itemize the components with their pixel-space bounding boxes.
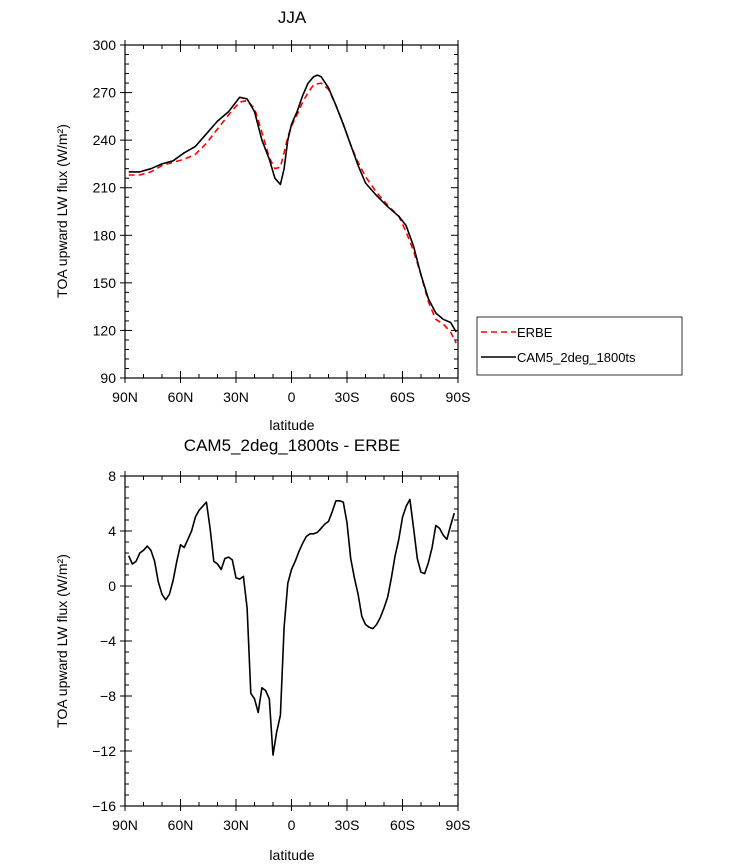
top-series-line-1 [128, 74, 457, 333]
bottom-ytick-label: 4 [108, 523, 116, 539]
legend-label-erbe: ERBE [517, 325, 553, 340]
bottom-xtick-label: 30N [223, 817, 249, 833]
bottom-ytick-label: 8 [108, 468, 116, 484]
bottom-plot-frame [124, 475, 459, 807]
top-series-lines [128, 74, 457, 344]
top-panel-title: JJA [278, 8, 307, 27]
top-xtick-label: 30S [335, 389, 360, 405]
top-x-axis-label: latitude [269, 417, 314, 433]
bottom-series-lines [127, 498, 456, 756]
top-plot-frame [124, 44, 459, 379]
legend-label-cam5: CAM5_2deg_1800ts [517, 350, 636, 365]
top-series-line-0 [128, 82, 457, 344]
bottom-series-line-0 [127, 498, 456, 756]
legend: ERBE CAM5_2deg_1800ts [476, 316, 683, 376]
top-y-axis-label: TOA upward LW flux (W/m²) [54, 124, 70, 298]
top-ytick-label: 210 [93, 180, 117, 196]
bottom-y-axis-label: TOA upward LW flux (W/m²) [54, 554, 70, 728]
top-ytick-label: 120 [93, 322, 117, 338]
bottom-x-axis-label: latitude [269, 847, 314, 863]
top-ytick-label: 150 [93, 275, 117, 291]
bottom-ytick-label: −16 [92, 798, 116, 814]
legend-box [476, 316, 683, 376]
bottom-xtick-label: 60S [390, 817, 415, 833]
top-xtick-label: 90S [446, 389, 471, 405]
bottom-ticks [120, 471, 459, 811]
bottom-xtick-label: 90N [112, 817, 138, 833]
top-xtick-label: 90N [112, 389, 138, 405]
top-ticks [120, 40, 459, 383]
bottom-xtick-label: 30S [335, 817, 360, 833]
top-ytick-label: 90 [100, 370, 116, 386]
bottom-ytick-label: −12 [92, 743, 116, 759]
bottom-ytick-label: −8 [100, 688, 116, 704]
top-ytick-label: 240 [93, 132, 117, 148]
bottom-tick-labels: −16 −12 −8 −4 0 4 8 90N 60N 30N 0 30S 60S 90S [92, 468, 470, 833]
bottom-xtick-label: 60N [168, 817, 194, 833]
bottom-xtick-label: 90S [446, 817, 471, 833]
top-xtick-label: 30N [223, 389, 249, 405]
top-ytick-label: 300 [93, 37, 117, 53]
top-tick-labels: 90 120 150 180 210 240 270 300 90N 60N 30N 0 30S 60S 9… [93, 37, 471, 405]
top-ytick-label: 270 [93, 85, 117, 101]
bottom-ytick-label: 0 [108, 578, 116, 594]
bottom-panel: CAM5_2deg_1800ts - ERBE −16 −12 −8 −4 0 4 8 90N… [54, 436, 470, 863]
top-xtick-label: 0 [288, 389, 296, 405]
bottom-xtick-label: 0 [288, 817, 296, 833]
top-panel: JJA 90 120 150 180 210 240 270 300 90N 60N 30N 0 30S… [54, 8, 470, 433]
top-ytick-label: 180 [93, 227, 117, 243]
top-xtick-label: 60S [390, 389, 415, 405]
top-xtick-label: 60N [168, 389, 194, 405]
bottom-ytick-label: −4 [100, 633, 116, 649]
bottom-panel-title: CAM5_2deg_1800ts - ERBE [184, 436, 400, 455]
